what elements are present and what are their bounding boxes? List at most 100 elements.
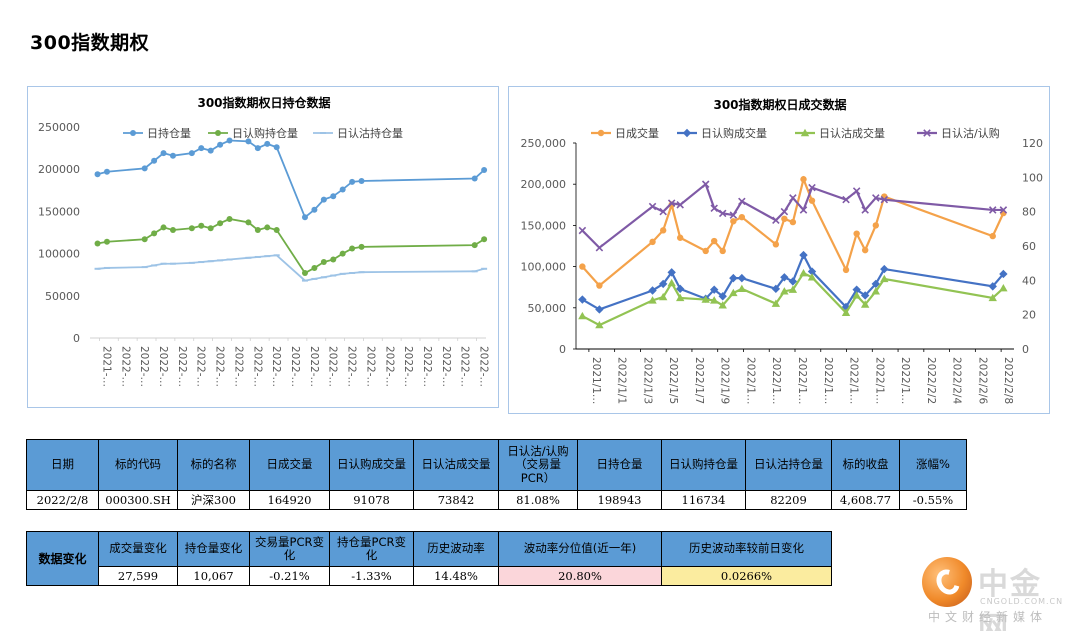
- y-tick-label: 200,000: [521, 178, 567, 191]
- data-point: [676, 234, 684, 241]
- table-cell: 沪深300: [177, 490, 250, 510]
- y-tick-label: 150000: [38, 205, 80, 218]
- data-point: [94, 240, 101, 247]
- data-point: [710, 204, 718, 212]
- data-point: [772, 216, 780, 225]
- header-cell: 历史波动率: [413, 531, 499, 567]
- data-point: [320, 196, 327, 203]
- y2-tick-label: 20: [1022, 309, 1036, 322]
- x-tick-label: 2022/2/4: [951, 357, 963, 404]
- data-point: [103, 238, 110, 245]
- data-point: [658, 292, 668, 301]
- table-cell: 2022/2/8: [26, 490, 99, 510]
- data-point: [729, 211, 738, 219]
- volume-chart-svg: 300指数期权日成交数据 0 50,000 100,000 150,000 200,000…: [521, 97, 1044, 404]
- data-point: [659, 227, 667, 234]
- table-cell: 000300.SH: [98, 490, 178, 510]
- data-point: [254, 145, 261, 152]
- data-point: [103, 168, 110, 175]
- table-cell: 116734: [661, 490, 746, 510]
- data-point: [702, 247, 709, 255]
- data-point: [800, 128, 810, 137]
- data-point: [738, 197, 746, 206]
- data-point: [718, 209, 727, 218]
- data-point: [349, 178, 356, 185]
- data-point: [852, 187, 861, 195]
- table-cell: 82209: [745, 490, 832, 510]
- data-point: [198, 222, 205, 229]
- logo-domain: CNGOLD.COM.CN: [980, 597, 1064, 606]
- data-point: [718, 301, 727, 309]
- data-point: [676, 201, 684, 209]
- legend-label: 日持仓量: [147, 126, 191, 140]
- table-row: 2022/2/8 000300.SH 沪深300 164920 91078 73…: [26, 490, 967, 510]
- table-cell: 164920: [249, 490, 330, 510]
- x-tick-label: 2022/2/2: [925, 357, 937, 404]
- header-cell: 日期: [26, 439, 99, 491]
- data-point: [198, 145, 205, 152]
- data-point: [853, 230, 860, 237]
- header-cell: 涨幅%: [899, 439, 967, 491]
- x-tick-label: 2022-…: [459, 346, 471, 387]
- y-tick-label: 0: [73, 332, 80, 345]
- x-tick-label: 2022-…: [289, 346, 301, 387]
- y2-tick-label: 40: [1022, 274, 1036, 287]
- data-point: [711, 237, 718, 245]
- data-point: [772, 241, 780, 248]
- y-tick-label: 250,000: [521, 137, 567, 150]
- data-point: [339, 186, 346, 193]
- y2-tick-label: 60: [1022, 240, 1036, 253]
- holdings-chart-svg: 300指数期权日持仓数据 0 50000 100000 150000 200000 2500…: [38, 95, 490, 387]
- y2-tick-label: 120: [1022, 137, 1043, 150]
- data-point: [151, 157, 158, 164]
- x-tick-label: 2022-…: [346, 346, 358, 387]
- data-point: [471, 242, 478, 249]
- data-point: [273, 226, 280, 233]
- header-cell: 日认沽持仓量: [745, 439, 832, 491]
- data-point: [841, 308, 851, 316]
- data-point: [301, 270, 308, 277]
- data-point: [667, 199, 676, 207]
- x-tick-label: 2022-…: [402, 346, 414, 387]
- data-point: [738, 213, 746, 221]
- header-cell: 日认沽/认购（交易量PCR）: [498, 439, 578, 491]
- x-tick-label: 2022-…: [176, 346, 188, 387]
- x-tick-label: 2022-…: [364, 346, 376, 387]
- data-point: [659, 207, 667, 216]
- data-point: [471, 175, 478, 182]
- y-tick-label: 150,000: [521, 219, 567, 232]
- data-point: [188, 150, 195, 157]
- data-point: [799, 268, 808, 277]
- y-tick-label: 0: [559, 343, 566, 356]
- data-point: [481, 167, 488, 174]
- legend-label: 日认沽成交量: [819, 126, 885, 140]
- y-tick-label: 100000: [38, 248, 80, 261]
- data-point: [701, 180, 710, 188]
- x-tick-label: 2022-…: [214, 346, 226, 387]
- header-cell: 日认沽成交量: [413, 439, 499, 491]
- x-tick-label: 2022/1…: [770, 357, 782, 404]
- data-point: [215, 130, 221, 136]
- data-point: [860, 291, 870, 300]
- table-cell: 198943: [577, 490, 662, 510]
- x-tick-label: 2022/2/8: [1002, 357, 1014, 404]
- data-point: [771, 299, 781, 307]
- x-tick-label: 2022/1/3: [641, 357, 653, 404]
- x-tick-label: 2022/1…: [899, 357, 911, 404]
- data-point: [861, 206, 869, 214]
- x-tick-label: 2022-…: [251, 346, 263, 387]
- header-cell: 标的名称: [177, 439, 250, 491]
- data-point: [597, 129, 605, 137]
- series-line: [97, 254, 485, 282]
- data-point: [264, 140, 271, 147]
- header-cell: 成交量变化: [98, 531, 178, 567]
- table-cell: 0.0266%: [661, 566, 832, 586]
- y2-tick-label: 100: [1022, 171, 1043, 184]
- data-point: [923, 129, 931, 137]
- data-point: [217, 220, 224, 227]
- data-point: [852, 291, 861, 299]
- data-point: [481, 236, 488, 243]
- data-point: [245, 138, 252, 145]
- data-point: [780, 207, 789, 216]
- logo: 中金网 CNGOLD.COM.CN 中文财经新媒体: [920, 553, 1070, 631]
